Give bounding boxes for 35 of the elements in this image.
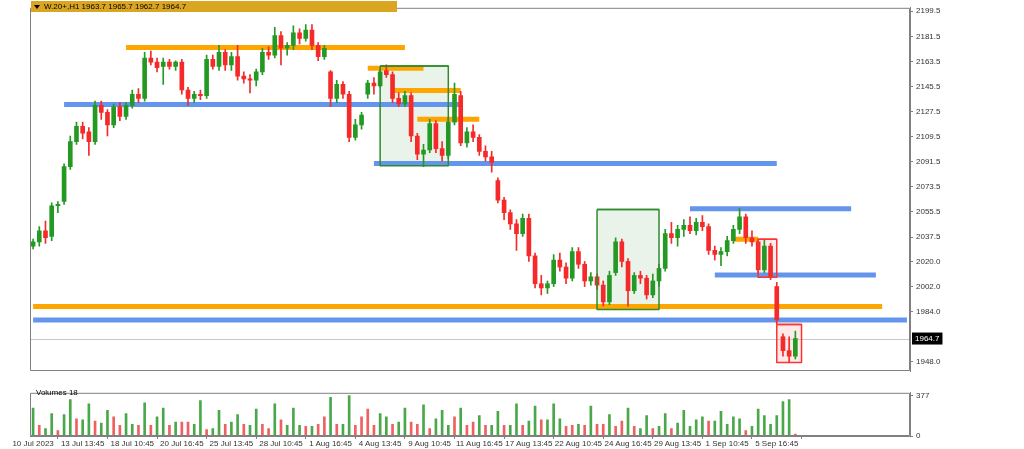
y-tick-label: 2020.0 [916,256,942,266]
x-tick-label: 28 Jul 10:45 [259,439,304,448]
y-tick-label: 2037.5 [916,232,942,242]
x-tick-label: 13 Jul 13:45 [60,439,106,448]
y-tick-label: 2181.5 [916,31,942,41]
x-tick-label: 24 Aug 16:45 [604,439,653,448]
y-tick-label: 2109.5 [916,131,942,141]
x-tick-label: 10 Jul 2023 [12,439,55,448]
y-tick-label: 1984.0 [916,306,942,316]
y-tick-label: 1948.0 [916,357,942,366]
y-tick-label: 2199.5 [916,6,942,16]
chart-title: Volumes 18 [36,388,78,397]
x-tick-label: 25 Jul 13:45 [209,439,254,448]
y-tick-label: 2163.5 [916,56,942,66]
x-tick-label: 5 Sep 16:45 [755,439,799,448]
x-tick-label: 17 Aug 13:45 [505,439,553,448]
y-tick-label: 0 [916,431,921,441]
y-tick-label: 2055.5 [916,207,942,217]
y-tick-label: 377 [916,390,930,400]
x-tick-label: 11 Aug 16:45 [456,439,504,448]
x-tick-label: 4 Aug 13:45 [358,439,403,448]
x-tick-label: 1 Aug 16:45 [309,439,353,448]
chart-title: W.20+,H1 1963.7 1965.7 1962.7 1964.7 [44,2,187,11]
x-tick-label: 1 Sep 10:45 [705,439,750,448]
ref-line-label: 1964.7 [915,333,941,343]
y-tick-label: 2127.5 [916,106,942,116]
y-tick-label: 2145.5 [916,81,942,91]
x-tick-label: 22 Aug 10:45 [554,439,603,448]
y-tick-label: 2091.5 [916,157,942,167]
x-tick-label: 20 Jul 16:45 [160,439,205,448]
y-tick-label: 2073.5 [916,182,942,192]
x-tick-label: 29 Aug 13:45 [654,439,702,448]
x-tick-label: 9 Aug 10:45 [408,439,452,448]
y-tick-label: 2002.0 [916,281,942,291]
x-tick-label: 18 Jul 10:45 [110,439,155,448]
